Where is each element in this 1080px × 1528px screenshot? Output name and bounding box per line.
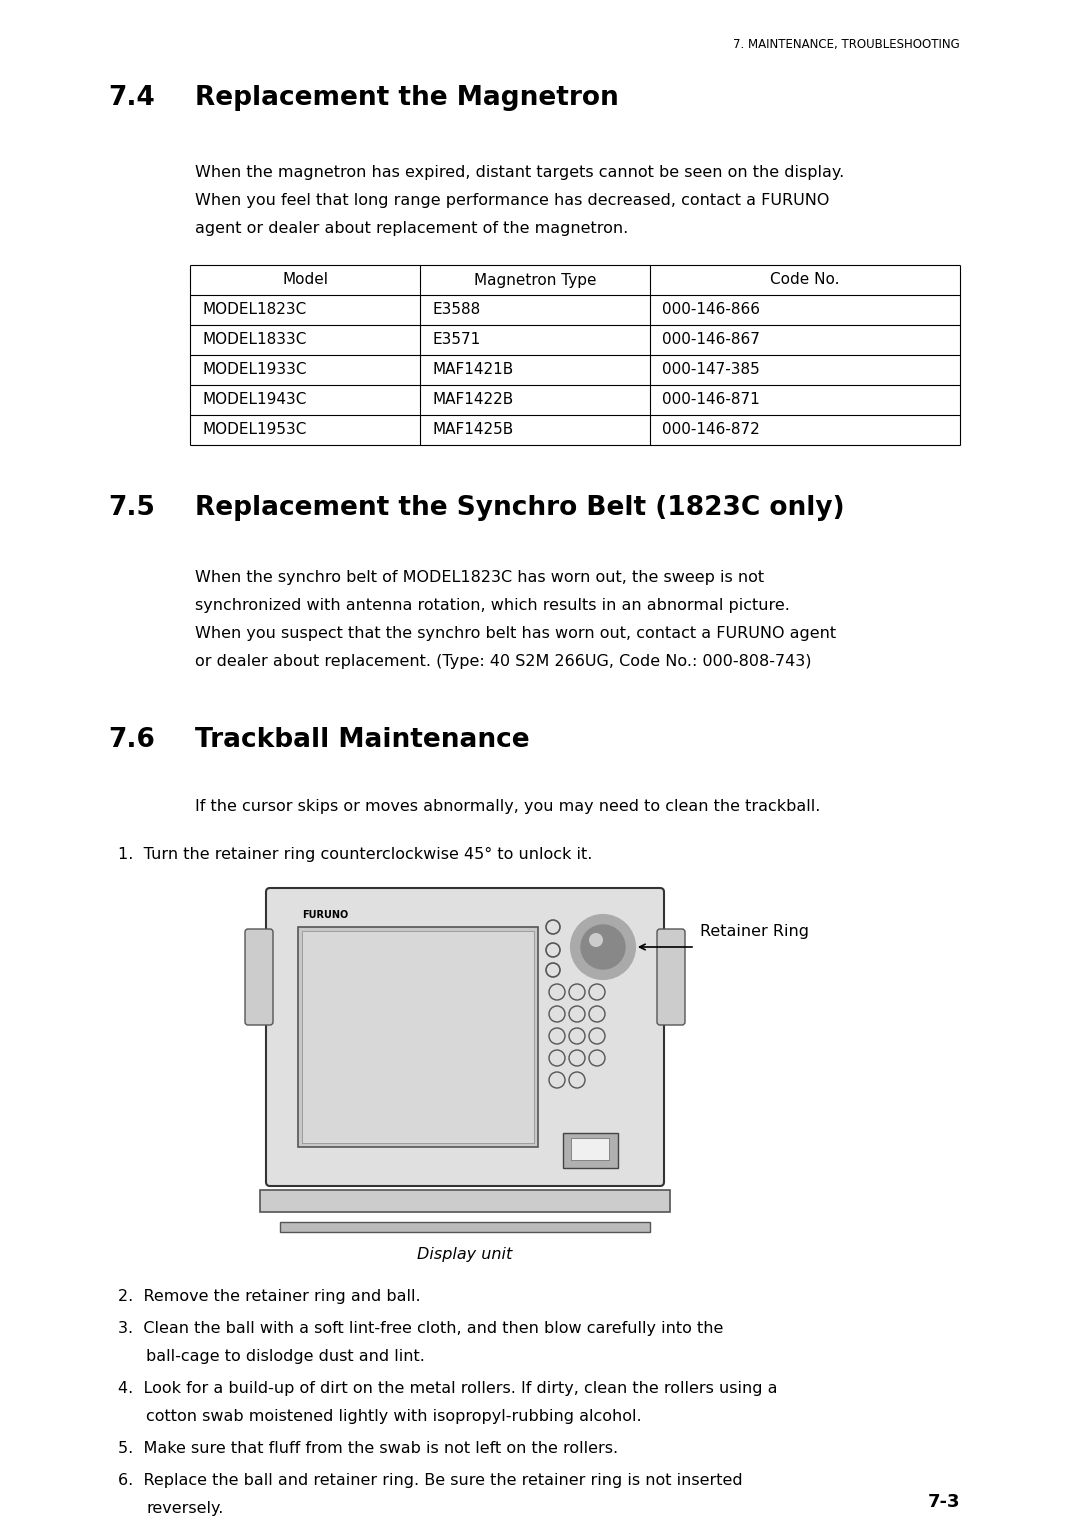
Text: MODEL1943C: MODEL1943C	[202, 393, 307, 408]
Text: E3571: E3571	[432, 333, 481, 347]
FancyBboxPatch shape	[245, 929, 273, 1025]
Text: or dealer about replacement. (Type: 40 S2M 266UG, Code No.: 000-808-743): or dealer about replacement. (Type: 40 S…	[195, 654, 811, 669]
Text: FURUNO: FURUNO	[302, 911, 348, 920]
Text: 1.  Turn the retainer ring counterclockwise 45° to unlock it.: 1. Turn the retainer ring counterclockwi…	[118, 847, 592, 862]
Text: 5.  Make sure that fluff from the swab is not left on the rollers.: 5. Make sure that fluff from the swab is…	[118, 1441, 618, 1456]
FancyBboxPatch shape	[266, 888, 664, 1186]
Text: agent or dealer about replacement of the magnetron.: agent or dealer about replacement of the…	[195, 222, 629, 235]
Text: cotton swab moistened lightly with isopropyl-rubbing alcohol.: cotton swab moistened lightly with isopr…	[146, 1409, 642, 1424]
Circle shape	[589, 934, 603, 947]
Text: ball-cage to dislodge dust and lint.: ball-cage to dislodge dust and lint.	[146, 1349, 424, 1365]
Text: 000-146-872: 000-146-872	[662, 423, 759, 437]
Text: MAF1421B: MAF1421B	[432, 362, 513, 377]
Text: When you suspect that the synchro belt has worn out, contact a FURUNO agent: When you suspect that the synchro belt h…	[195, 626, 836, 642]
Text: 7. MAINTENANCE, TROUBLESHOOTING: 7. MAINTENANCE, TROUBLESHOOTING	[733, 38, 960, 50]
Text: Replacement the Synchro Belt (1823C only): Replacement the Synchro Belt (1823C only…	[195, 495, 845, 521]
Text: When the synchro belt of MODEL1823C has worn out, the sweep is not: When the synchro belt of MODEL1823C has …	[195, 570, 765, 585]
Text: When the magnetron has expired, distant targets cannot be seen on the display.: When the magnetron has expired, distant …	[195, 165, 845, 180]
Bar	[298, 927, 538, 1148]
Text: MAF1425B: MAF1425B	[432, 423, 513, 437]
Text: MODEL1953C: MODEL1953C	[202, 423, 307, 437]
Text: Model: Model	[282, 272, 328, 287]
Text: Code No.: Code No.	[770, 272, 840, 287]
Bar	[563, 1132, 618, 1167]
Text: Replacement the Magnetron: Replacement the Magnetron	[195, 86, 619, 112]
Text: 3.  Clean the ball with a soft lint-free cloth, and then blow carefully into the: 3. Clean the ball with a soft lint-free …	[118, 1322, 724, 1335]
Text: 4.  Look for a build-up of dirt on the metal rollers. If dirty, clean the roller: 4. Look for a build-up of dirt on the me…	[118, 1381, 778, 1397]
Text: 000-146-871: 000-146-871	[662, 393, 759, 408]
Text: 7.6: 7.6	[108, 727, 154, 753]
Text: E3588: E3588	[432, 303, 481, 318]
Text: 000-146-866: 000-146-866	[662, 303, 760, 318]
Bar	[302, 931, 534, 1143]
Text: 000-147-385: 000-147-385	[662, 362, 759, 377]
Text: Trackball Maintenance: Trackball Maintenance	[195, 727, 529, 753]
Text: MAF1422B: MAF1422B	[432, 393, 513, 408]
Text: MODEL1933C: MODEL1933C	[202, 362, 307, 377]
Text: When you feel that long range performance has decreased, contact a FURUNO: When you feel that long range performanc…	[195, 193, 829, 208]
Text: MODEL1823C: MODEL1823C	[202, 303, 307, 318]
Text: 000-146-867: 000-146-867	[662, 333, 760, 347]
Circle shape	[571, 915, 635, 979]
Text: synchronized with antenna rotation, which results in an abnormal picture.: synchronized with antenna rotation, whic…	[195, 597, 789, 613]
Text: reversely.: reversely.	[146, 1500, 224, 1516]
Text: 6.  Replace the ball and retainer ring. Be sure the retainer ring is not inserte: 6. Replace the ball and retainer ring. B…	[118, 1473, 743, 1488]
Circle shape	[581, 924, 625, 969]
Text: 2.  Remove the retainer ring and ball.: 2. Remove the retainer ring and ball.	[118, 1290, 420, 1303]
Text: Display unit: Display unit	[417, 1247, 513, 1262]
Text: MODEL1833C: MODEL1833C	[202, 333, 307, 347]
Text: 7.4: 7.4	[108, 86, 154, 112]
Bar	[260, 1190, 670, 1212]
FancyBboxPatch shape	[657, 929, 685, 1025]
Text: Retainer Ring: Retainer Ring	[700, 924, 809, 940]
Text: 7-3: 7-3	[928, 1493, 960, 1511]
Text: Magnetron Type: Magnetron Type	[474, 272, 596, 287]
Text: 7.5: 7.5	[108, 495, 154, 521]
Bar	[280, 1222, 650, 1232]
Text: If the cursor skips or moves abnormally, you may need to clean the trackball.: If the cursor skips or moves abnormally,…	[195, 799, 821, 814]
Bar	[571, 1138, 609, 1160]
